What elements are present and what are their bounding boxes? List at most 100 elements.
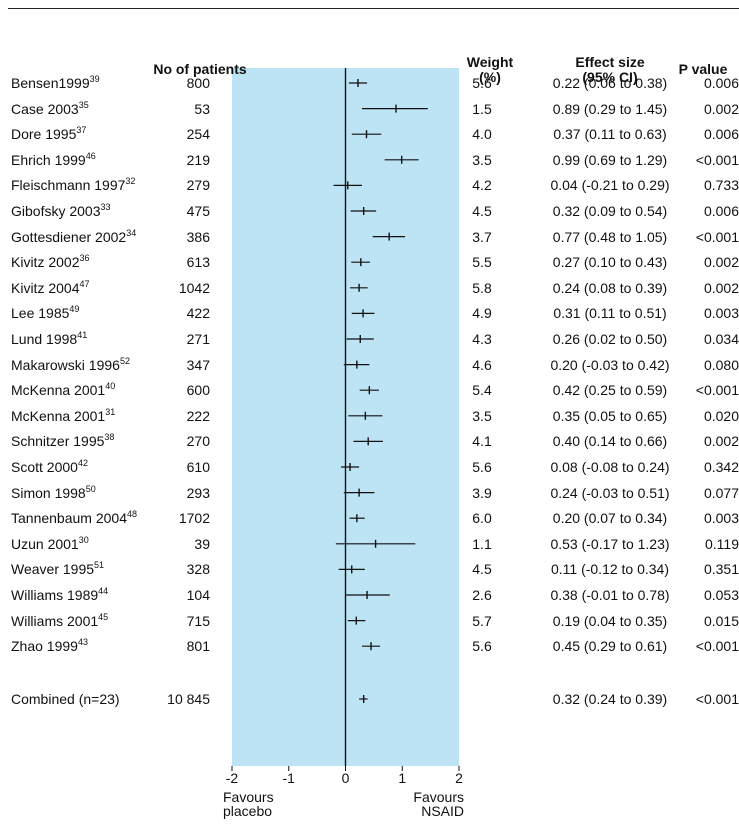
study-name: Dore 199537 bbox=[11, 125, 86, 143]
favours-placebo-line1: Favours bbox=[223, 789, 274, 805]
study-label: Lee 1985 bbox=[11, 305, 70, 322]
patient-count: 222 bbox=[186, 407, 210, 424]
p-value: <0.001 bbox=[695, 228, 739, 245]
weight-value: 5.4 bbox=[472, 382, 492, 399]
study-label: Schnitzer 1995 bbox=[11, 433, 105, 450]
effect-size-value: 0.99 (0.69 to 1.29) bbox=[552, 151, 668, 168]
study-name: Lee 198549 bbox=[11, 304, 79, 322]
effect-size-value: 0.24 (0.08 to 0.39) bbox=[552, 279, 668, 296]
study-reference: 46 bbox=[85, 150, 96, 161]
study-reference: 50 bbox=[85, 483, 96, 494]
p-value: 0.006 bbox=[703, 203, 739, 219]
p-value: 0.015 bbox=[703, 612, 739, 629]
effect-size-value: 0.45 (0.29 to 0.61) bbox=[552, 638, 668, 655]
p-value: 0.002 bbox=[703, 279, 739, 296]
patient-count: 254 bbox=[186, 126, 210, 143]
p-value: 0.119 bbox=[705, 535, 739, 552]
study-label: Kivitz 2004 bbox=[11, 279, 80, 296]
patient-count: 271 bbox=[186, 331, 210, 347]
study-label: Lund 1998 bbox=[11, 331, 78, 347]
effect-size-value: 0.11 (-0.12 to 0.34) bbox=[550, 561, 670, 578]
study-name: Williams 198944 bbox=[11, 586, 108, 604]
study-name: McKenna 200131 bbox=[11, 407, 115, 425]
study-label: Gibofsky 2003 bbox=[11, 203, 101, 219]
patient-count: 422 bbox=[186, 305, 210, 322]
study-name: Weaver 199551 bbox=[11, 560, 104, 578]
weight-value: 4.3 bbox=[472, 331, 492, 347]
patient-count: 219 bbox=[186, 151, 210, 168]
study-label: Weaver 1995 bbox=[11, 561, 95, 578]
patient-count: 600 bbox=[186, 382, 210, 399]
study-reference: 41 bbox=[77, 330, 88, 340]
patient-count: 613 bbox=[186, 254, 210, 271]
p-value: 0.003 bbox=[703, 510, 739, 527]
weight-value: 4.6 bbox=[472, 356, 492, 373]
favours-nsaid-line2: NSAID bbox=[421, 803, 464, 819]
effect-size-value: 0.20 (0.07 to 0.34) bbox=[552, 510, 668, 527]
weight-value: 3.5 bbox=[472, 151, 492, 168]
study-label: McKenna 2001 bbox=[11, 407, 106, 424]
effect-size-value: 0.27 (0.10 to 0.43) bbox=[552, 254, 668, 271]
study-label: Simon 1998 bbox=[11, 484, 86, 501]
study-reference: 45 bbox=[98, 611, 109, 622]
header-patients: No of patients bbox=[153, 61, 247, 77]
patient-count: 610 bbox=[186, 459, 210, 475]
study-label: Kivitz 2002 bbox=[11, 254, 80, 271]
patient-count: 53 bbox=[194, 100, 210, 117]
p-value: 0.342 bbox=[703, 459, 739, 475]
study-label: Gottesdiener 2002 bbox=[11, 228, 127, 245]
patient-count: 293 bbox=[186, 484, 210, 501]
study-reference: 39 bbox=[89, 74, 100, 84]
effect-size-value: 0.19 (0.04 to 0.35) bbox=[552, 612, 668, 629]
study-label: Fleischmann 1997 bbox=[11, 177, 126, 194]
study-reference: 33 bbox=[100, 202, 111, 212]
patient-count: 801 bbox=[186, 638, 210, 655]
patient-count: 800 bbox=[186, 75, 210, 91]
study-label: Case 2003 bbox=[11, 100, 79, 117]
effect-size-value: 0.40 (0.14 to 0.66) bbox=[552, 433, 668, 450]
p-value: 0.003 bbox=[703, 305, 739, 322]
p-value: 0.002 bbox=[703, 254, 739, 271]
x-tick-label: 1 bbox=[398, 770, 406, 786]
study-label: Tannenbaum 2004 bbox=[11, 510, 127, 527]
study-reference: 31 bbox=[105, 406, 116, 417]
p-value: 0.053 bbox=[703, 587, 739, 603]
header-effect: Effect size (95% CI) bbox=[530, 55, 690, 85]
study-name: Tannenbaum 200448 bbox=[11, 509, 137, 527]
weight-value: 5.6 bbox=[472, 459, 492, 475]
header-pvalue: P value bbox=[678, 61, 728, 77]
effect-size-value: 0.26 (0.02 to 0.50) bbox=[552, 331, 668, 347]
study-name: Kivitz 200236 bbox=[11, 253, 90, 271]
header-effect-line2: (95% CI) bbox=[582, 69, 638, 85]
effect-size-value: 0.08 (-0.08 to 0.24) bbox=[550, 459, 670, 475]
study-reference: 42 bbox=[77, 458, 88, 468]
header-weight-line2: (%) bbox=[479, 69, 501, 85]
combined-effect: 0.32 (0.24 to 0.39) bbox=[552, 691, 668, 707]
weight-value: 4.2 bbox=[472, 177, 492, 194]
study-name: Scott 200042 bbox=[11, 458, 88, 476]
p-value: 0.006 bbox=[703, 126, 739, 143]
study-reference: 37 bbox=[76, 125, 87, 136]
p-value: 0.002 bbox=[703, 100, 739, 117]
study-reference: 51 bbox=[94, 560, 105, 571]
weight-value: 6.0 bbox=[472, 510, 492, 527]
x-tick-label: -1 bbox=[283, 770, 296, 786]
study-reference: 34 bbox=[126, 227, 137, 238]
p-value: 0.733 bbox=[703, 177, 739, 194]
study-reference: 48 bbox=[127, 509, 138, 520]
patient-count: 386 bbox=[186, 228, 210, 245]
study-name: Makarowski 199652 bbox=[11, 356, 130, 374]
p-value: 0.002 bbox=[703, 433, 739, 450]
weight-value: 3.5 bbox=[472, 407, 492, 424]
favours-placebo-line2: placebo bbox=[223, 803, 273, 819]
header-weight-line1: Weight bbox=[466, 54, 514, 70]
patient-count: 347 bbox=[186, 356, 210, 373]
study-label: Zhao 1999 bbox=[11, 638, 78, 655]
effect-size-value: 0.89 (0.29 to 1.45) bbox=[552, 100, 668, 117]
p-value: 0.020 bbox=[703, 407, 739, 424]
patient-count: 270 bbox=[186, 433, 210, 450]
study-reference: 32 bbox=[125, 176, 136, 187]
study-name: Gottesdiener 200234 bbox=[11, 228, 136, 246]
p-value: 0.006 bbox=[703, 75, 739, 91]
